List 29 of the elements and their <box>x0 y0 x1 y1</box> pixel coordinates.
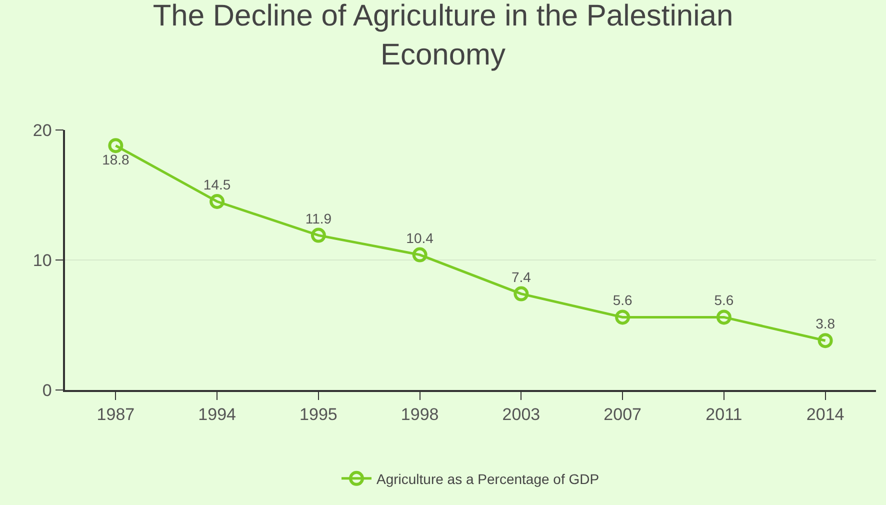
point <box>310 228 326 243</box>
data-label: 5.6 <box>612 292 632 308</box>
point <box>514 286 529 302</box>
y-tick-label: 20 <box>32 120 52 140</box>
point <box>108 138 124 154</box>
legend-label: Agriculture as a Percentage of GDP <box>376 470 600 487</box>
x-tick-label: 1998 <box>400 405 439 424</box>
data-label: 14.5 <box>203 176 231 192</box>
data-label: 10.4 <box>406 230 434 246</box>
point <box>716 310 732 325</box>
x-tick-label: 1987 <box>96 405 135 424</box>
point <box>210 194 225 209</box>
data-label: 5.6 <box>714 292 734 308</box>
x-tick-label: 2007 <box>604 405 642 424</box>
x-tick-label: 2003 <box>502 405 540 424</box>
y-tick-label: 0 <box>42 380 52 400</box>
y-tick-label: 10 <box>32 250 52 270</box>
point <box>818 333 833 348</box>
data-label: 7.4 <box>511 268 532 285</box>
data-label: 18.8 <box>102 152 130 168</box>
x-tick-label: 2014 <box>806 405 844 424</box>
x-tick-label: 1994 <box>198 405 236 424</box>
data-label: 3.8 <box>816 316 836 332</box>
x-tick-label: 1995 <box>300 405 338 424</box>
chart-title: The Decline of Agriculture in the Palestinian Economy <box>152 0 734 72</box>
x-tick-label: 2011 <box>706 405 742 424</box>
point <box>412 247 428 262</box>
point <box>615 310 630 325</box>
data-label: 11.9 <box>305 210 332 226</box>
